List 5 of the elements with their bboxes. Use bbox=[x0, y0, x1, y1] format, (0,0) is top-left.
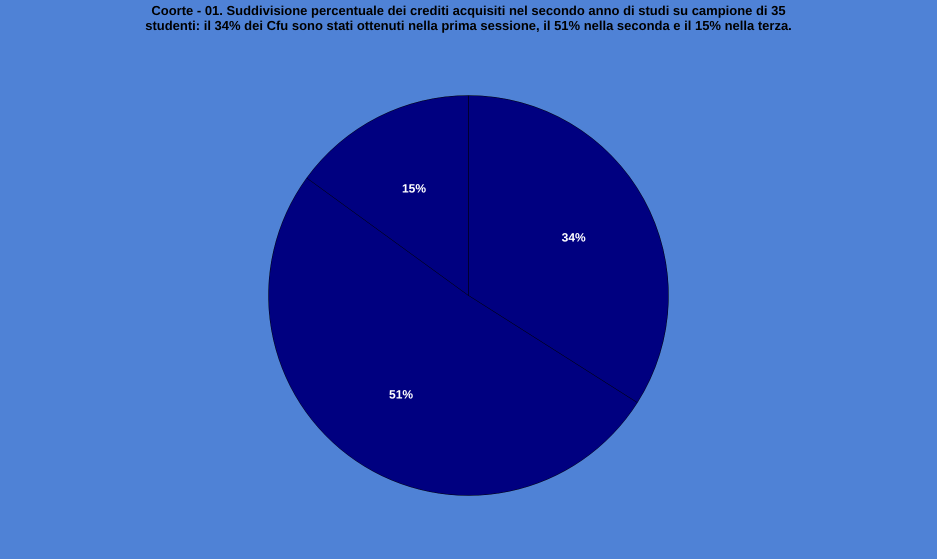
text: studenti: il 34% dei Cfu sono stati ottenuti nella prima sessione, il 51% nella seconda e il 15% nella terza. bbox=[145, 18, 792, 33]
data-label: 51% bbox=[389, 388, 414, 402]
text: Coorte - 01. Suddivisione percentuale dei crediti acquisiti nel secondo anno di studi su campione di 35 bbox=[151, 3, 786, 18]
data-label: 15% bbox=[402, 182, 426, 196]
data-label: 34% bbox=[562, 230, 586, 245]
